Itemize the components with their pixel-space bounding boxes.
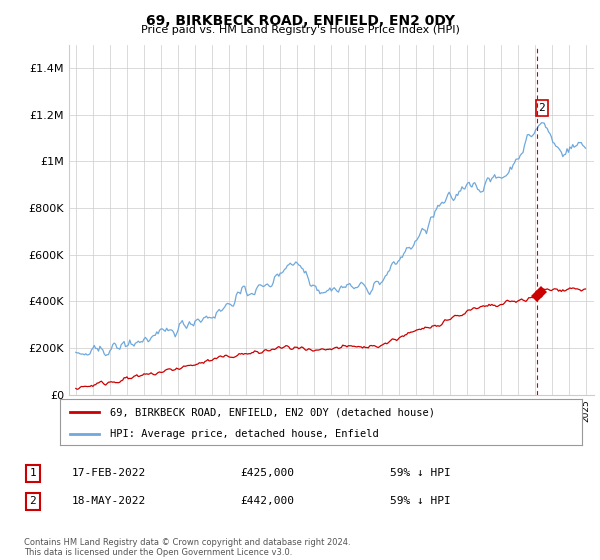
Text: 1: 1 (29, 468, 37, 478)
Text: 59% ↓ HPI: 59% ↓ HPI (390, 496, 451, 506)
Text: 59% ↓ HPI: 59% ↓ HPI (390, 468, 451, 478)
Text: HPI: Average price, detached house, Enfield: HPI: Average price, detached house, Enfi… (110, 429, 379, 438)
Text: Contains HM Land Registry data © Crown copyright and database right 2024.
This d: Contains HM Land Registry data © Crown c… (24, 538, 350, 557)
Text: Price paid vs. HM Land Registry's House Price Index (HPI): Price paid vs. HM Land Registry's House … (140, 25, 460, 35)
Text: 69, BIRKBECK ROAD, ENFIELD, EN2 0DY (detached house): 69, BIRKBECK ROAD, ENFIELD, EN2 0DY (det… (110, 407, 434, 417)
Text: £442,000: £442,000 (240, 496, 294, 506)
Text: £425,000: £425,000 (240, 468, 294, 478)
Text: 2: 2 (29, 496, 37, 506)
Text: 69, BIRKBECK ROAD, ENFIELD, EN2 0DY: 69, BIRKBECK ROAD, ENFIELD, EN2 0DY (146, 14, 455, 28)
Text: 18-MAY-2022: 18-MAY-2022 (72, 496, 146, 506)
Text: 2: 2 (538, 103, 545, 113)
Text: 17-FEB-2022: 17-FEB-2022 (72, 468, 146, 478)
